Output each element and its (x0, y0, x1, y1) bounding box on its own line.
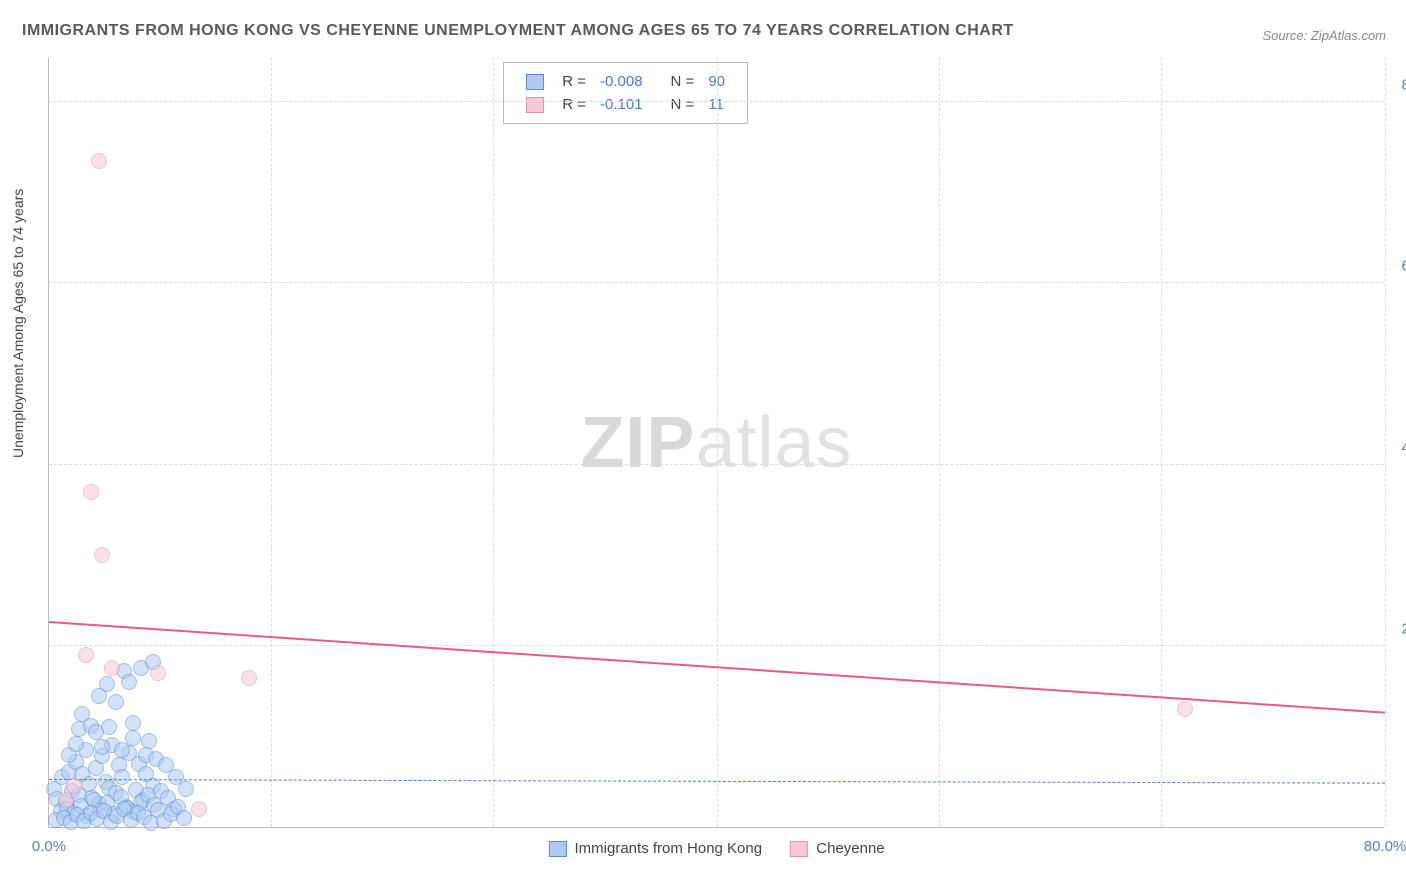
gridline-vertical (271, 58, 272, 827)
data-point (1177, 701, 1193, 717)
x-tick-label: 80.0% (1364, 838, 1406, 855)
gridline-vertical (493, 58, 494, 827)
data-point (101, 719, 117, 735)
legend-n-label: N = (665, 94, 701, 115)
source-attribution: Source: ZipAtlas.com (1262, 28, 1386, 43)
data-point (121, 674, 137, 690)
chart-title: IMMIGRANTS FROM HONG KONG VS CHEYENNE UN… (22, 22, 1014, 40)
legend-swatch (790, 841, 808, 857)
legend-row: R =-0.101N =11 (520, 94, 731, 115)
data-point (78, 647, 94, 663)
data-point (91, 153, 107, 169)
legend-series-name: Cheyenne (816, 840, 884, 857)
y-tick-label: 40.0% (1401, 439, 1406, 456)
watermark-light: atlas (695, 403, 852, 483)
data-point (125, 730, 141, 746)
data-point (91, 688, 107, 704)
data-point (178, 781, 194, 797)
gridline-vertical (1385, 58, 1386, 827)
y-tick-label: 60.0% (1401, 258, 1406, 275)
legend-r-value: -0.008 (594, 71, 649, 92)
data-point (125, 715, 141, 731)
series-legend: Immigrants from Hong Kong Cheyenne (534, 840, 898, 857)
data-point (108, 694, 124, 710)
y-axis-label: Unemployment Among Ages 65 to 74 years (10, 189, 26, 458)
data-point (68, 736, 84, 752)
correlation-legend: R =-0.008N =90R =-0.101N =11 (503, 62, 748, 124)
legend-item: Cheyenne (790, 840, 885, 857)
legend-r-label: R = (556, 94, 592, 115)
data-point (191, 801, 207, 817)
y-tick-label: 80.0% (1401, 77, 1406, 94)
legend-n-label: N = (665, 71, 701, 92)
data-point (94, 739, 110, 755)
data-point (114, 769, 130, 785)
data-point (83, 484, 99, 500)
legend-swatch (526, 74, 544, 90)
data-point (241, 670, 257, 686)
legend-table: R =-0.008N =90R =-0.101N =11 (518, 69, 733, 117)
watermark-bold: ZIP (580, 403, 695, 483)
legend-swatch (526, 97, 544, 113)
legend-swatch (548, 841, 566, 857)
gridline-vertical (939, 58, 940, 827)
data-point (74, 706, 90, 722)
data-point (176, 810, 192, 826)
data-point (94, 547, 110, 563)
gridline-vertical (717, 58, 718, 827)
scatter-plot-area: ZIPatlas R =-0.008N =90R =-0.101N =11 Im… (48, 58, 1384, 828)
legend-r-label: R = (556, 71, 592, 92)
data-point (104, 660, 120, 676)
data-point (150, 665, 166, 681)
legend-series-name: Immigrants from Hong Kong (575, 840, 763, 857)
legend-row: R =-0.008N =90 (520, 71, 731, 92)
data-point (58, 792, 74, 808)
x-tick-label: 0.0% (32, 838, 66, 855)
legend-item: Immigrants from Hong Kong (548, 840, 762, 857)
legend-r-value: -0.101 (594, 94, 649, 115)
gridline-vertical (1161, 58, 1162, 827)
y-tick-label: 20.0% (1401, 620, 1406, 637)
